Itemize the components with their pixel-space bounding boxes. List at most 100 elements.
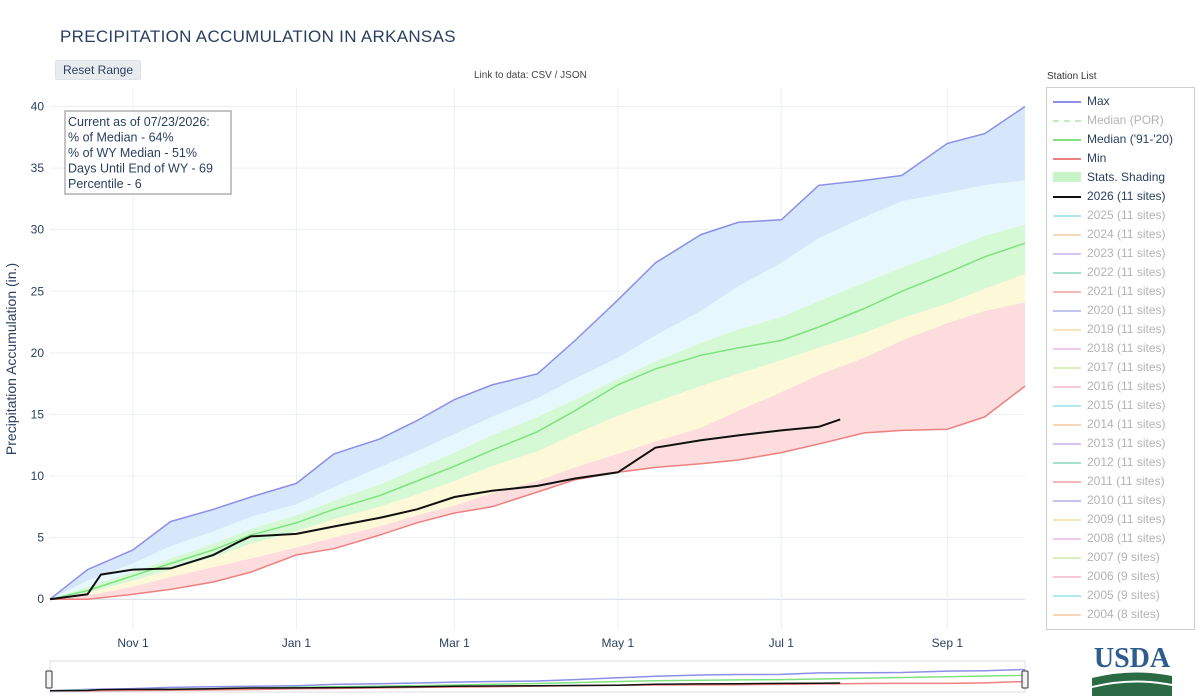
legend-label: Median ('91-'20)	[1087, 132, 1173, 146]
legend-swatch	[1053, 519, 1081, 521]
legend-label: Min	[1087, 151, 1107, 165]
legend-swatch	[1053, 234, 1081, 236]
usda-logo: USDA	[1092, 643, 1172, 696]
legend-swatch	[1053, 272, 1081, 274]
info-box-line: Days Until End of WY - 69	[68, 162, 213, 176]
legend-label: 2019 (11 sites)	[1087, 322, 1166, 336]
legend-swatch	[1053, 557, 1081, 559]
legend-swatch	[1053, 139, 1081, 141]
legend: Max Median (POR) Median ('91-'20) Min Stats.…	[1046, 87, 1195, 630]
legend-label: 2008 (11 sites)	[1087, 531, 1166, 545]
y-tick-label: 10	[31, 469, 45, 483]
axes: 0 5 10 15 20 25 30 35 40 Nov 1 Jan 1 Mar 1 May 1 Jul …	[3, 99, 963, 650]
y-tick-label: 35	[31, 161, 45, 175]
legend-label: 2005 (9 sites)	[1087, 588, 1160, 602]
legend-item[interactable]: Min	[1047, 149, 1194, 168]
reset-range-button[interactable]: Reset Range	[55, 60, 141, 80]
legend-swatch	[1053, 462, 1081, 464]
legend-label: 2014 (11 sites)	[1087, 417, 1166, 431]
x-tick-label: Jul 1	[769, 636, 795, 650]
legend-item[interactable]: 2011 (11 sites)	[1047, 472, 1194, 491]
legend-item[interactable]: Median ('91-'20)	[1047, 130, 1194, 149]
legend-label: 2007 (9 sites)	[1087, 550, 1160, 564]
legend-swatch	[1053, 405, 1081, 407]
legend-swatch	[1053, 101, 1081, 103]
legend-swatch	[1053, 424, 1081, 426]
legend-item[interactable]: 2021 (11 sites)	[1047, 282, 1194, 301]
legend-label: 2016 (11 sites)	[1087, 379, 1166, 393]
json-link[interactable]: JSON	[560, 70, 587, 81]
legend-item[interactable]: 2007 (9 sites)	[1047, 548, 1194, 567]
x-tick-label: Mar 1	[439, 636, 470, 650]
legend-item[interactable]: 2008 (11 sites)	[1047, 529, 1194, 548]
slider-handle-right[interactable]	[1021, 670, 1029, 689]
legend-label: 2021 (11 sites)	[1087, 284, 1166, 298]
legend-item[interactable]: 2006 (9 sites)	[1047, 567, 1194, 586]
legend-item[interactable]: 2024 (11 sites)	[1047, 225, 1194, 244]
series-lines	[49, 105, 1026, 601]
current-year-line[interactable]	[49, 418, 841, 601]
legend-item[interactable]: 2025 (11 sites)	[1047, 206, 1194, 225]
range-slider[interactable]	[45, 660, 1029, 693]
legend-item[interactable]: Stats. Shading	[1047, 168, 1194, 187]
legend-label: Median (POR)	[1087, 113, 1164, 127]
info-box-line: % of WY Median - 51%	[68, 146, 197, 160]
legend-item[interactable]: 2004 (8 sites)	[1047, 605, 1194, 624]
legend-item[interactable]: Median (POR)	[1047, 111, 1194, 130]
legend-label: 2004 (8 sites)	[1087, 607, 1160, 621]
legend-label: 2012 (11 sites)	[1087, 455, 1166, 469]
legend-item[interactable]: 2018 (11 sites)	[1047, 339, 1194, 358]
legend-swatch	[1053, 538, 1081, 540]
precipitation-chart[interactable]: 0 5 10 15 20 25 30 35 40 Nov 1 Jan 1 Mar 1 May 1 Jul …	[0, 0, 1040, 700]
min-line[interactable]	[50, 385, 1026, 600]
y-tick-label: 30	[31, 223, 45, 237]
page-title: PRECIPITATION ACCUMULATION IN ARKANSAS	[60, 27, 456, 46]
legend-swatch	[1053, 253, 1081, 255]
legend-swatch	[1053, 367, 1081, 369]
legend-label: 2020 (11 sites)	[1087, 303, 1166, 317]
legend-item[interactable]: 2012 (11 sites)	[1047, 453, 1194, 472]
legend-item[interactable]: 2026 (11 sites)	[1047, 187, 1194, 206]
legend-swatch	[1053, 348, 1081, 350]
legend-label: 2022 (11 sites)	[1087, 265, 1166, 279]
legend-item[interactable]: 2015 (11 sites)	[1047, 396, 1194, 415]
median-line[interactable]	[49, 242, 1026, 600]
info-box-line: Current as of 07/23/2026:	[68, 115, 210, 129]
legend-item[interactable]: 2013 (11 sites)	[1047, 434, 1194, 453]
y-axis-label: Precipitation Accumulation (in.)	[3, 263, 19, 455]
legend-label: 2023 (11 sites)	[1087, 246, 1166, 260]
info-box-line: Percentile - 6	[68, 177, 142, 191]
y-tick-label: 20	[31, 346, 45, 360]
legend-item[interactable]: 2005 (9 sites)	[1047, 586, 1194, 605]
max-line[interactable]	[49, 105, 1026, 600]
legend-item[interactable]: Max	[1047, 92, 1194, 111]
legend-label: 2006 (9 sites)	[1087, 569, 1160, 583]
legend-swatch	[1053, 595, 1081, 597]
legend-item[interactable]: 2017 (11 sites)	[1047, 358, 1194, 377]
legend-item[interactable]: 2019 (11 sites)	[1047, 320, 1194, 339]
x-tick-label: May 1	[602, 636, 635, 650]
legend-label: 2013 (11 sites)	[1087, 436, 1166, 450]
legend-swatch	[1053, 443, 1081, 445]
legend-swatch	[1053, 329, 1081, 331]
y-tick-label: 5	[37, 531, 44, 545]
legend-label: Max	[1087, 94, 1110, 108]
slider-max-line	[49, 668, 1026, 692]
legend-item[interactable]: 2014 (11 sites)	[1047, 415, 1194, 434]
legend-item[interactable]: 2023 (11 sites)	[1047, 244, 1194, 263]
legend-item[interactable]: 2016 (11 sites)	[1047, 377, 1194, 396]
legend-label: 2025 (11 sites)	[1087, 208, 1166, 222]
usda-logo-text: USDA	[1094, 643, 1171, 674]
legend-item[interactable]: 2022 (11 sites)	[1047, 263, 1194, 282]
legend-label: 2011 (11 sites)	[1087, 474, 1165, 488]
slider-current-line	[49, 682, 841, 692]
legend-item[interactable]: 2020 (11 sites)	[1047, 301, 1194, 320]
legend-swatch	[1053, 215, 1081, 217]
legend-swatch	[1053, 386, 1081, 388]
legend-item[interactable]: 2009 (11 sites)	[1047, 510, 1194, 529]
legend-label: Stats. Shading	[1087, 170, 1166, 184]
slider-handle-left[interactable]	[45, 670, 53, 689]
legend-swatch	[1053, 120, 1081, 122]
legend-item[interactable]: 2010 (11 sites)	[1047, 491, 1194, 510]
csv-link[interactable]: CSV	[531, 70, 552, 81]
